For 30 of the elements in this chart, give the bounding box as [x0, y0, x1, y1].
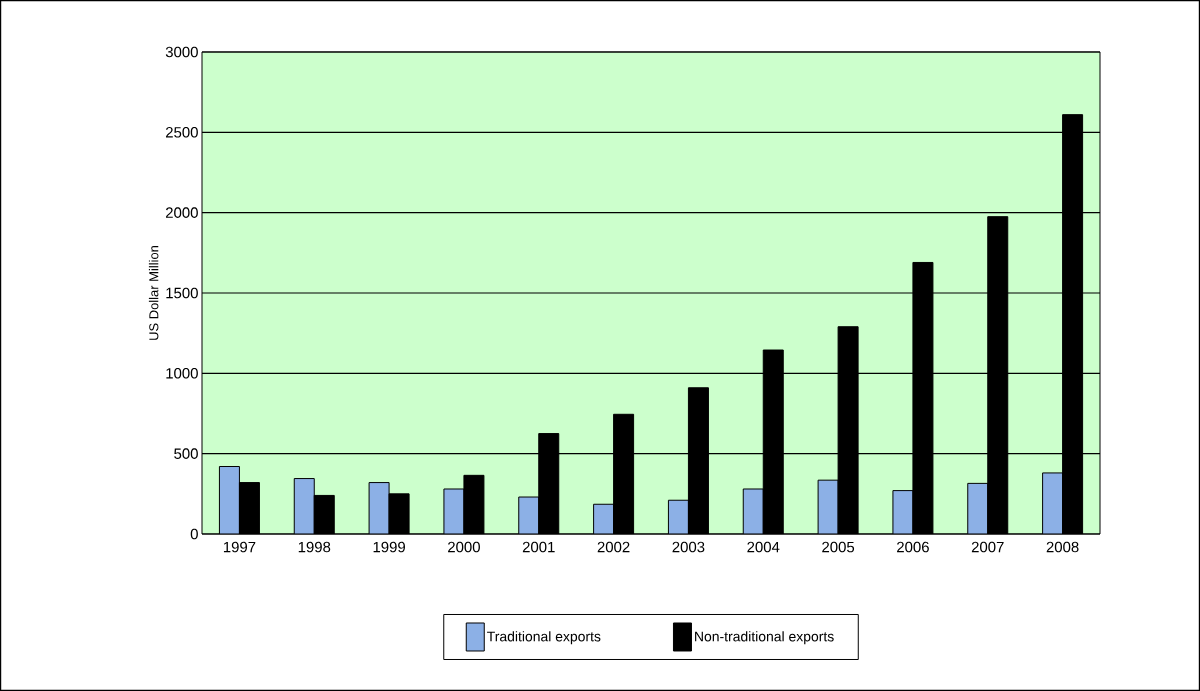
x-tick-label: 2007	[971, 541, 1004, 553]
bar	[967, 482, 989, 534]
x-tick-label: 2002	[597, 541, 630, 553]
x-tick-label: 1999	[373, 541, 405, 553]
legend-label: Traditional exports	[487, 631, 601, 645]
y-tick-label: 2500	[166, 127, 198, 138]
x-tick-label: 2005	[822, 541, 855, 553]
x-tick-label: 1998	[298, 541, 331, 553]
bar	[667, 499, 689, 534]
y-tick-label: 1000	[166, 368, 198, 379]
x-tick-label: 1997	[223, 541, 256, 553]
bar	[742, 488, 764, 534]
y-axis-title: US Dollar Million	[148, 246, 159, 340]
bar	[1042, 472, 1064, 534]
bar	[518, 496, 540, 534]
bar	[293, 478, 315, 534]
y-tick-label: 0	[190, 528, 198, 540]
x-tick-label: 2008	[1046, 541, 1079, 553]
x-tick-label: 2006	[897, 541, 929, 553]
y-tick-label: 3000	[165, 46, 198, 58]
bar	[593, 503, 615, 534]
legend-label: Non-traditional exports	[695, 631, 834, 645]
bar	[218, 466, 240, 534]
x-tick-label: 2000	[448, 541, 480, 553]
x-tick-label: 2004	[747, 541, 780, 553]
x-tick-label: 2003	[672, 541, 705, 553]
x-tick-label: 2001	[522, 541, 555, 553]
y-tick-label: 1500	[166, 287, 198, 299]
y-tick-label: 500	[174, 448, 198, 459]
y-tick-label: 2000	[166, 207, 198, 218]
